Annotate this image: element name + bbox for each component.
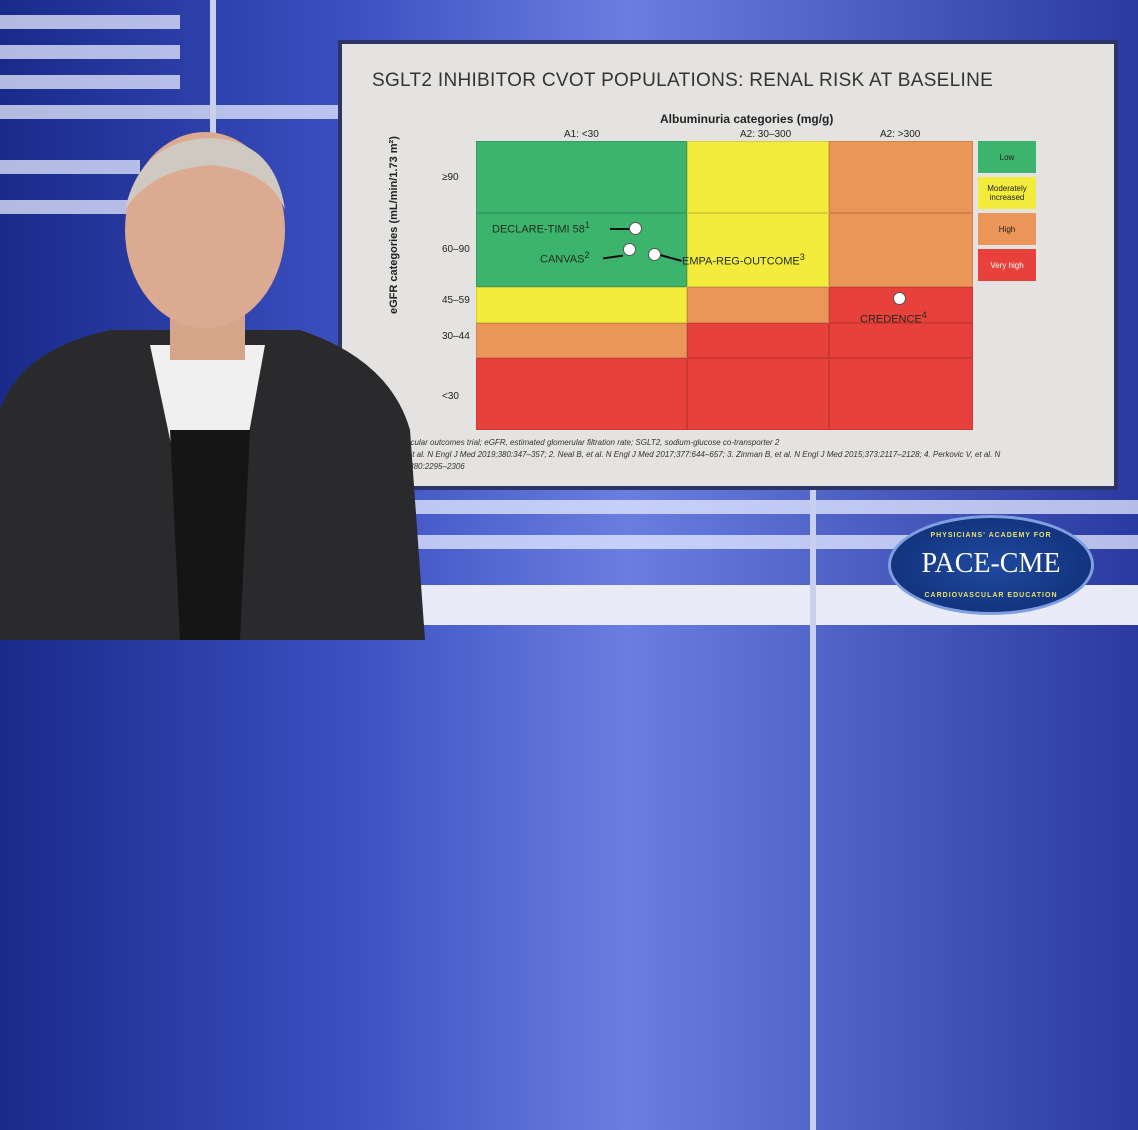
row-label: 30–44 xyxy=(442,331,470,342)
x-axis-title: Albuminuria categories (mg/g) xyxy=(660,112,834,126)
heatmap-cell xyxy=(476,287,687,323)
trial-label-empa-reg: EMPA-REG-OUTCOME3 xyxy=(682,252,805,268)
heatmap-cell xyxy=(687,358,829,430)
column-label: A2: 30–300 xyxy=(740,129,792,140)
heatmap-cell xyxy=(476,323,687,358)
trial-marker xyxy=(893,292,906,305)
row-label: 45–59 xyxy=(442,295,470,306)
footnote: vascular outcomes trial; eGFR, estimated… xyxy=(398,438,1001,471)
legend-very-high: Very high xyxy=(978,249,1036,281)
row-label: 60–90 xyxy=(442,244,470,255)
trial-label-credence: CREDENCE4 xyxy=(860,310,927,326)
risk-heatmap xyxy=(476,141,973,430)
pace-cme-logo: PHYSICIANS' ACADEMY FOR PACE-CME CARDIOV… xyxy=(888,515,1094,615)
column-label: A1: <30 xyxy=(564,129,599,140)
slide-title: SGLT2 INHIBITOR CVOT POPULATIONS: RENAL … xyxy=(372,70,994,91)
heatmap-cell xyxy=(829,141,973,213)
trial-label-declare: DECLARE-TIMI 581 xyxy=(492,220,591,236)
heatmap-cell xyxy=(687,323,829,358)
heatmap-cell xyxy=(687,287,829,323)
heatmap-cell xyxy=(829,323,973,358)
trial-marker xyxy=(629,222,642,235)
heatmap-cell xyxy=(687,213,829,287)
legend-high: High xyxy=(978,213,1036,245)
legend-low: Low xyxy=(978,141,1036,173)
presenter xyxy=(0,132,425,640)
heatmap-cell xyxy=(829,213,973,287)
row-label: ≥90 xyxy=(442,172,459,183)
heatmap-cell xyxy=(476,141,687,213)
column-label: A2: >300 xyxy=(880,129,921,140)
heatmap-cell xyxy=(829,358,973,430)
legend-moderate: Moderately increased xyxy=(978,177,1036,209)
row-label: <30 xyxy=(442,391,459,402)
trial-marker xyxy=(648,248,661,261)
trial-marker xyxy=(623,243,636,256)
trial-label-canvas: CANVAS2 xyxy=(540,250,590,266)
heatmap-cell xyxy=(476,358,687,430)
heatmap-cell xyxy=(687,141,829,213)
heatmap-cell xyxy=(829,287,973,323)
presentation-slide: SGLT2 INHIBITOR CVOT POPULATIONS: RENAL … xyxy=(338,40,1118,490)
